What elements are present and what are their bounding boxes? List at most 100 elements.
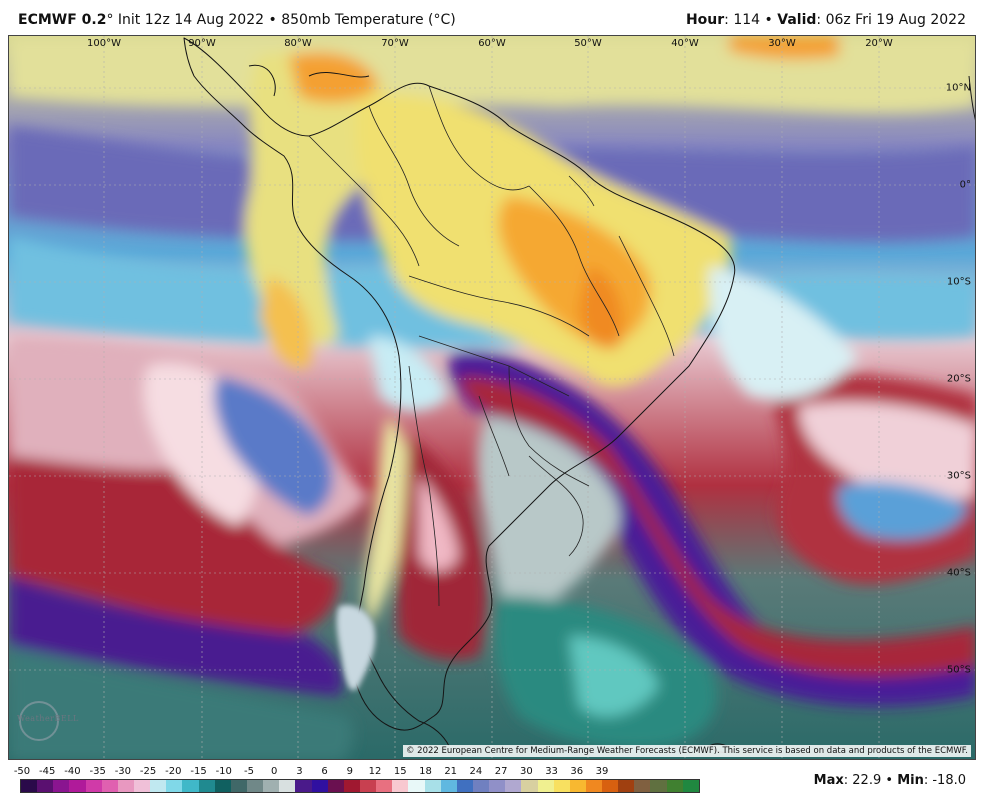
legend-tick-label: -40 bbox=[64, 766, 81, 777]
colorbar-segment bbox=[311, 780, 328, 792]
colorbar-segment bbox=[343, 780, 360, 792]
colorbar-segment bbox=[263, 780, 280, 792]
legend-tick-label: -20 bbox=[165, 766, 182, 777]
colorbar-segment bbox=[440, 780, 457, 792]
lat-label-10n: 10°N bbox=[945, 82, 971, 94]
colorbar-segment bbox=[69, 780, 86, 792]
colorbar-segment bbox=[489, 780, 506, 792]
legend-tick-label: -10 bbox=[215, 766, 232, 777]
header-title: ECMWF 0.2° Init 12z 14 Aug 2022 • 850mb … bbox=[18, 12, 456, 28]
logo-text: WeatherBELL bbox=[17, 714, 79, 723]
map-canvas bbox=[9, 36, 975, 759]
colorbar-segment bbox=[230, 780, 247, 792]
colorbar-segment bbox=[472, 780, 490, 792]
lon-label-100w: 100°W bbox=[87, 38, 121, 49]
colorbar-segment bbox=[166, 780, 183, 792]
colorbar-segment bbox=[53, 780, 70, 792]
separator: • bbox=[268, 12, 277, 28]
colorbar-segment bbox=[21, 780, 38, 792]
valid-label: Valid bbox=[777, 12, 817, 28]
legend-tick-label: 12 bbox=[368, 766, 382, 777]
legend-tick-label: 0 bbox=[270, 766, 278, 777]
colorbar-segment bbox=[376, 780, 393, 792]
lon-label-80w: 80°W bbox=[284, 38, 312, 49]
degree-symbol: ° bbox=[106, 12, 114, 28]
colorbar-segment bbox=[682, 780, 699, 792]
colorbar-segment bbox=[182, 780, 199, 792]
legend-tick-label: -50 bbox=[13, 766, 31, 777]
legend-tick-label: 21 bbox=[444, 766, 458, 777]
separator-2: • bbox=[764, 12, 773, 28]
colorbar-segment bbox=[585, 780, 603, 792]
lon-label-30w: 30°W bbox=[768, 38, 796, 49]
lon-label-50w: 50°W bbox=[574, 38, 602, 49]
legend-tick-label: 18 bbox=[419, 766, 432, 777]
colorbar-segment bbox=[295, 780, 312, 792]
model-name: ECMWF 0.2 bbox=[18, 12, 107, 28]
colorbar-segment bbox=[408, 780, 425, 792]
max-min-readout: Max: 22.9 • Min: -18.0 bbox=[813, 773, 966, 788]
colorbar-segment bbox=[521, 780, 538, 792]
max-value: 22.9 bbox=[852, 773, 882, 788]
colorbar-segment bbox=[117, 780, 134, 792]
legend-tick-label: 36 bbox=[570, 766, 584, 777]
copyright-credit: © 2022 European Centre for Medium-Range … bbox=[402, 745, 971, 757]
max-label: Max bbox=[813, 773, 844, 788]
lat-label-0: 0° bbox=[959, 179, 971, 191]
header-valid: Hour: 114 • Valid: 06z Fri 19 Aug 2022 bbox=[685, 12, 966, 28]
lon-label-90w: 90°W bbox=[188, 38, 216, 49]
colorbar-segment bbox=[553, 780, 570, 792]
legend-tick-label: 39 bbox=[595, 766, 609, 777]
lat-label-10s: 10°S bbox=[946, 276, 971, 288]
colorbar bbox=[20, 779, 700, 793]
color-legend: -50 -45 -40 -35 -30 -25 -20 -15 -10 -5 0 3 6 9 12 15 18 2… bbox=[0, 762, 984, 808]
colorbar-segment bbox=[618, 780, 635, 792]
country-borders bbox=[308, 85, 675, 607]
valid-value: 06z Fri 19 Aug 2022 bbox=[825, 12, 966, 28]
init-time: Init 12z 14 Aug 2022 bbox=[117, 12, 265, 28]
lat-label-20s: 20°S bbox=[946, 373, 971, 385]
colorbar-segment bbox=[634, 780, 651, 792]
temperature-map[interactable]: 100°W 90°W 80°W 70°W 60°W 50°W 40°W 30°W… bbox=[8, 35, 976, 760]
legend-tick-label: -15 bbox=[190, 766, 207, 777]
lon-label-70w: 70°W bbox=[381, 38, 409, 49]
colorbar-segment bbox=[133, 780, 151, 792]
min-value: -18.0 bbox=[932, 773, 966, 788]
legend-tick-label: 15 bbox=[393, 766, 407, 777]
colorbar-segment bbox=[37, 780, 54, 792]
colorbar-segment bbox=[537, 780, 554, 792]
colorbar-segment bbox=[650, 780, 667, 792]
colorbar-segment bbox=[456, 780, 473, 792]
field-name: 850mb Temperature (°C) bbox=[281, 12, 456, 28]
legend-tick-label: -45 bbox=[39, 766, 56, 777]
lat-label-50s: 50°S bbox=[946, 664, 971, 676]
legend-tick-label: -35 bbox=[89, 766, 106, 777]
lon-label-20w: 20°W bbox=[865, 38, 893, 49]
colorbar-segment bbox=[569, 780, 586, 792]
map-header: ECMWF 0.2° Init 12z 14 Aug 2022 • 850mb … bbox=[0, 0, 984, 34]
hour-value: 114 bbox=[733, 12, 761, 28]
colorbar-segment bbox=[198, 780, 215, 792]
colorbar-segment bbox=[101, 780, 118, 792]
colorbar-segment bbox=[150, 780, 167, 792]
legend-tick-label: 3 bbox=[296, 766, 303, 777]
lat-label-30s: 30°S bbox=[946, 470, 971, 482]
temperature-fields bbox=[9, 36, 975, 759]
patagonia-ice bbox=[336, 604, 376, 691]
colorbar-segment bbox=[214, 780, 231, 792]
legend-tick-label: -30 bbox=[114, 766, 132, 777]
legend-tick-label: -25 bbox=[139, 766, 157, 777]
colorbar-segment bbox=[505, 780, 522, 792]
legend-tick-label: 30 bbox=[519, 766, 533, 777]
legend-tick-label: 9 bbox=[346, 766, 353, 777]
logo-ring bbox=[19, 701, 59, 741]
hour-label: Hour bbox=[685, 12, 725, 28]
lat-label-40s: 40°S bbox=[946, 567, 971, 579]
colorbar-segment bbox=[327, 780, 344, 792]
colorbar-segment bbox=[602, 780, 619, 792]
legend-tick-label: 27 bbox=[494, 766, 508, 777]
colorbar-segment bbox=[279, 780, 296, 792]
legend-tick-label: 33 bbox=[545, 766, 558, 777]
lon-label-60w: 60°W bbox=[478, 38, 506, 49]
separator-3: • bbox=[885, 773, 894, 788]
